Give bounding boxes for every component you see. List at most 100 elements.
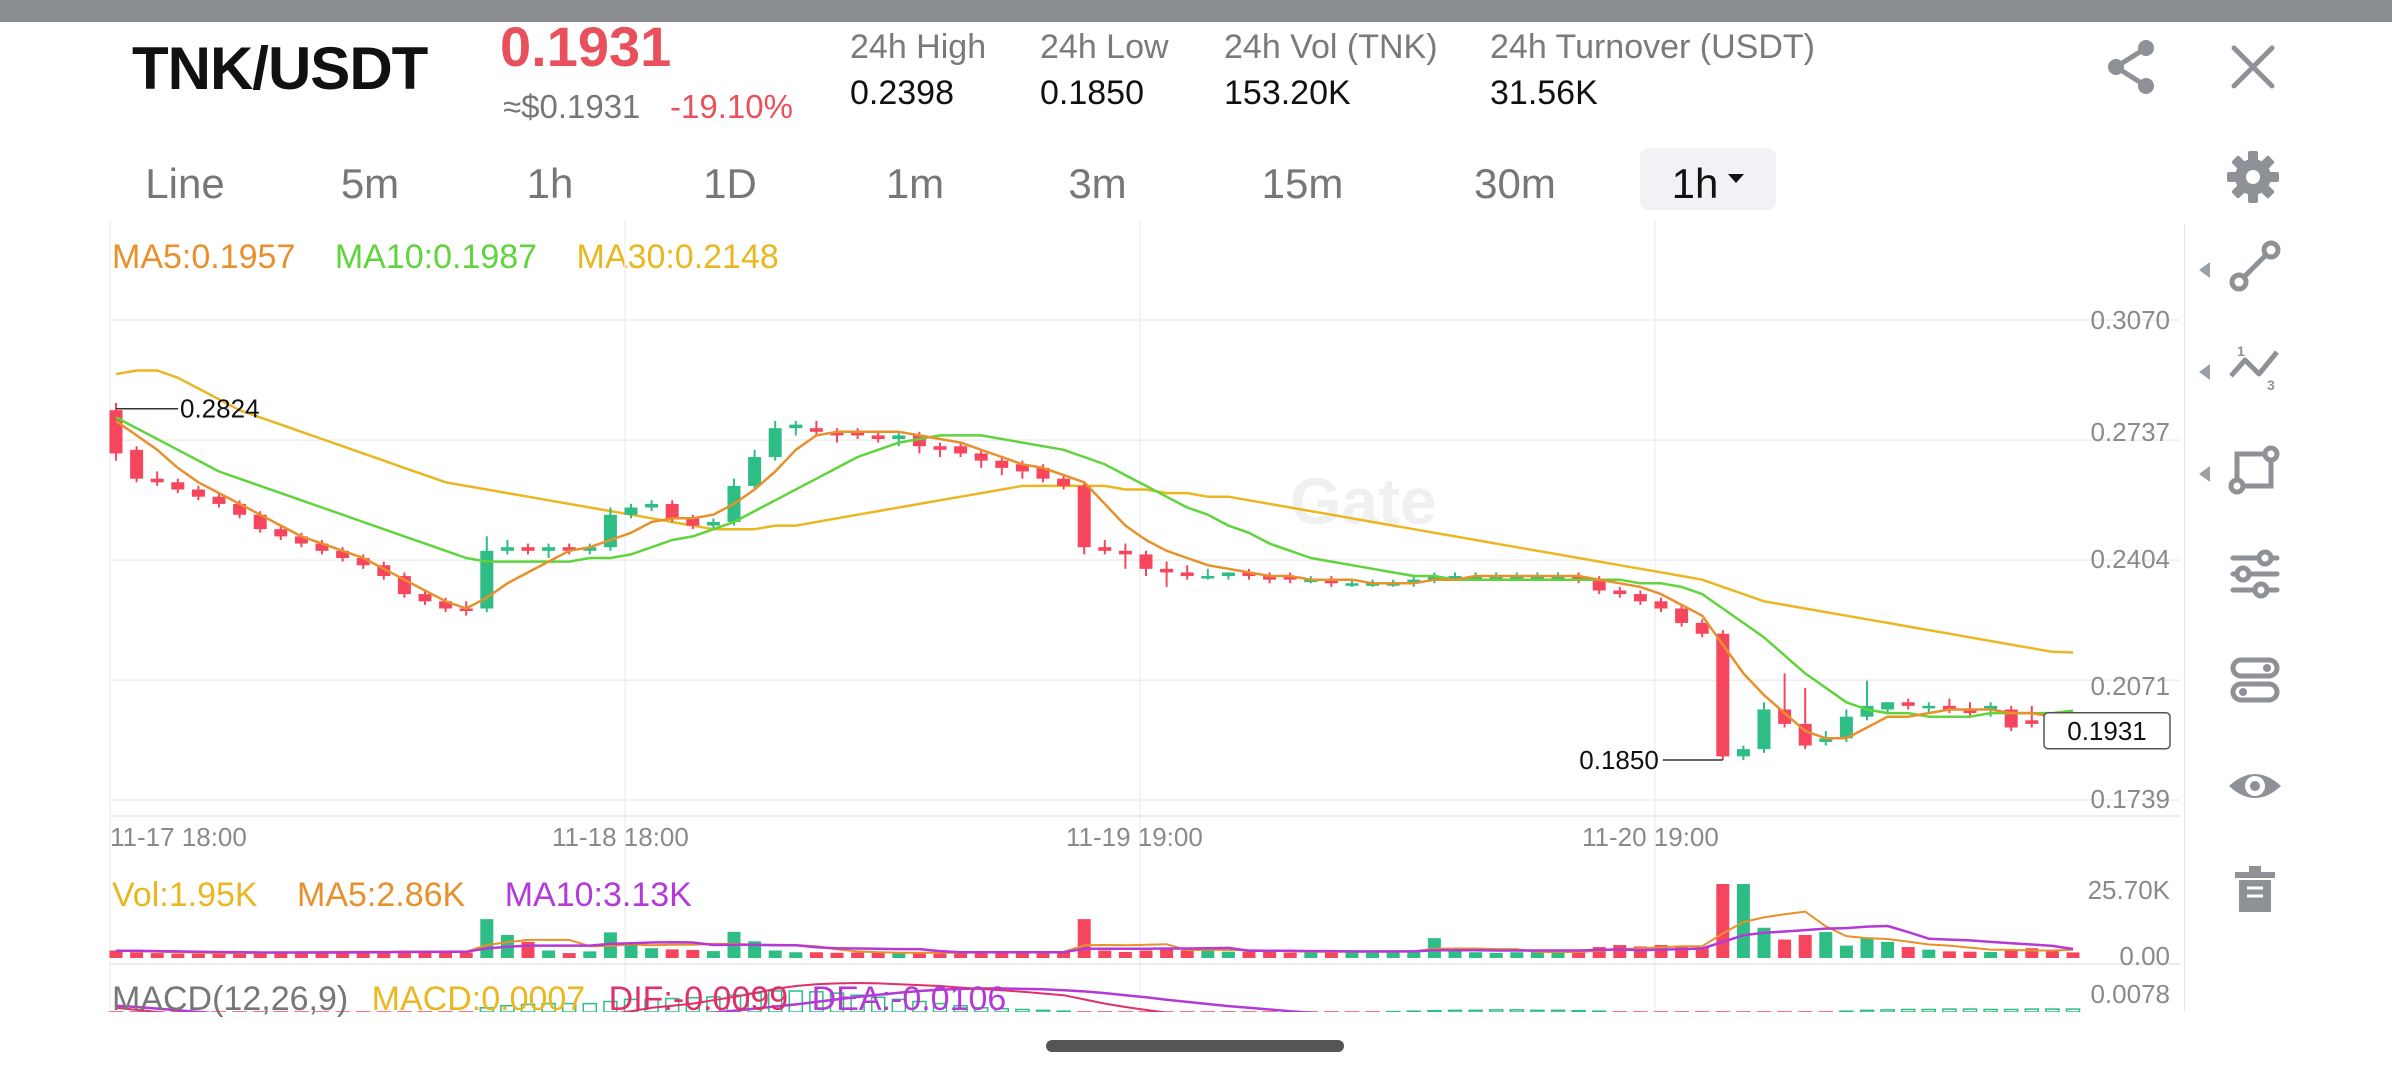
candle-body-74	[1633, 594, 1647, 602]
candle-body-89	[1942, 705, 1956, 710]
stat-value-24h-volume: 153.20K	[1224, 74, 1351, 112]
gear-icon[interactable]	[2222, 146, 2284, 208]
tab-3m[interactable]: 3m	[1068, 160, 1127, 207]
macd-hist-bar-45	[1035, 1009, 1051, 1012]
volume-bar-4	[191, 953, 205, 958]
candle-body-87	[1901, 702, 1915, 706]
y-tick-3: 0.2071	[2090, 671, 2170, 701]
candle-body-1	[130, 449, 144, 479]
volume-bar-68	[1510, 952, 1524, 958]
candle-body-85	[1860, 705, 1874, 717]
candle-body-6	[233, 503, 247, 515]
volume-ma10-value: MA10:3.13K	[504, 876, 692, 914]
macd-hist-bar-79	[1736, 1011, 1751, 1012]
last-price: 0.1931	[500, 15, 672, 78]
ma5-series-line	[115, 419, 2074, 740]
volume-bar-44	[1015, 952, 1029, 958]
macd-group	[108, 982, 2081, 1012]
home-indicator[interactable]	[1046, 1040, 1344, 1052]
macd-hist-bar-86	[1880, 1009, 1895, 1012]
sliders-icon	[2230, 549, 2280, 599]
volume-legend: Vol:1.95K MA5:2.86K MA10:3.13K	[112, 876, 722, 915]
tab-5m[interactable]: 5m	[340, 160, 400, 207]
tab-1h[interactable]: 1h	[526, 160, 574, 207]
trendline-icon	[2229, 240, 2281, 292]
sliders-tool[interactable]	[2185, 532, 2325, 620]
stat-label-24h-high: 24h High	[850, 28, 987, 66]
candle-body-42	[974, 453, 988, 461]
candle-body-50	[1139, 554, 1153, 569]
volume-bar-92	[2004, 949, 2018, 958]
macd-hist-bar-71	[1571, 1009, 1586, 1012]
candle-body-78	[1716, 633, 1730, 757]
macd-hist-bar-84	[1839, 1010, 1854, 1012]
stat-label-24h-volume: 24h Vol (TNK)	[1224, 28, 1438, 66]
trading-pair-title[interactable]: TNK/USDT	[132, 35, 428, 102]
macd-hist-bar-77	[1694, 1011, 1710, 1012]
trendline-tool[interactable]	[2185, 224, 2325, 312]
ma-legend: MA5:0.1957 MA10:0.1987 MA30:0.2148	[112, 238, 809, 277]
candle-body-16	[439, 601, 453, 609]
tab-15m[interactable]: 15m	[1261, 160, 1344, 207]
volume-bar-18	[480, 919, 494, 958]
share-icon[interactable]	[2098, 34, 2164, 100]
macd-hist-bar-73	[1612, 1011, 1628, 1012]
close-icon[interactable]	[2220, 34, 2286, 100]
candles-group	[109, 402, 2080, 760]
volume-bar-76	[1675, 947, 1689, 958]
volume-bar-70	[1551, 951, 1565, 958]
volume-bar-66	[1469, 952, 1483, 958]
tab-1d[interactable]: 1D	[703, 160, 757, 207]
tab-more-1h-dropdown[interactable]: 1h	[1640, 148, 1776, 210]
y-tick-1: 0.2737	[2090, 417, 2170, 447]
macd-hist-bar-90	[1962, 1008, 1978, 1012]
volume-bar-71	[1572, 950, 1586, 958]
macd-hist-bar-94	[2045, 1008, 2060, 1012]
candle-body-37	[871, 435, 885, 440]
macd-hist-bar-69	[1530, 1009, 1545, 1012]
volume-bars-group	[109, 884, 2080, 958]
candle-body-31	[748, 457, 762, 486]
volume-bar-43	[995, 951, 1009, 958]
macd-hist-bar-50	[1138, 1011, 1154, 1012]
candle-body-44	[1015, 464, 1029, 472]
candle-body-56	[1263, 576, 1277, 580]
volume-bar-83	[1819, 932, 1833, 958]
max-price-label: 0.2824	[180, 394, 260, 424]
tab-30m[interactable]: 30m	[1474, 160, 1556, 207]
macd-hist-bar-88	[1921, 1008, 1937, 1012]
indicator-tool[interactable]	[2185, 638, 2325, 726]
macd-hist-bar-39	[912, 1000, 927, 1012]
candle-body-13	[377, 565, 391, 577]
candle-body-29	[706, 521, 720, 526]
volume-bar-62	[1386, 951, 1400, 958]
candlestick-chart[interactable]: Gate 0.3070 0.2737 0.2404 0.2071 0.1739 …	[0, 0, 2180, 1012]
rectangle-tool[interactable]	[2185, 428, 2325, 516]
volume-bar-36	[851, 952, 865, 958]
candle-body-77	[1695, 622, 1709, 634]
tab-line[interactable]: Line	[145, 160, 225, 207]
macd-hist-bar-43	[994, 1007, 1010, 1012]
dif-line	[115, 982, 1169, 1012]
volume-bar-82	[1798, 934, 1812, 958]
macd-hist-bar-72	[1591, 1010, 1607, 1012]
volume-bar-54	[1221, 951, 1235, 958]
ma10-series-line	[115, 416, 2074, 718]
macd-hist-bar-49	[1118, 1011, 1133, 1012]
candle-body-73	[1613, 590, 1627, 595]
volume-bar-93	[2025, 948, 2039, 958]
volume-bar-34	[809, 952, 823, 958]
candle-body-55	[1242, 572, 1256, 577]
visibility-toggle[interactable]	[2185, 744, 2325, 832]
macd-hist-bar-37	[870, 996, 886, 1012]
delete-drawings-button[interactable]	[2185, 848, 2325, 936]
volume-bar-84	[1839, 945, 1853, 958]
expand-arrow-icon	[2199, 262, 2210, 278]
macd-hist-bar-23	[582, 1002, 598, 1012]
tab-1m[interactable]: 1m	[885, 160, 945, 207]
indicator-icon	[2230, 657, 2280, 703]
volume-bar-13	[377, 951, 391, 958]
volume-bar-69	[1530, 951, 1544, 958]
candle-body-46	[1057, 478, 1071, 486]
